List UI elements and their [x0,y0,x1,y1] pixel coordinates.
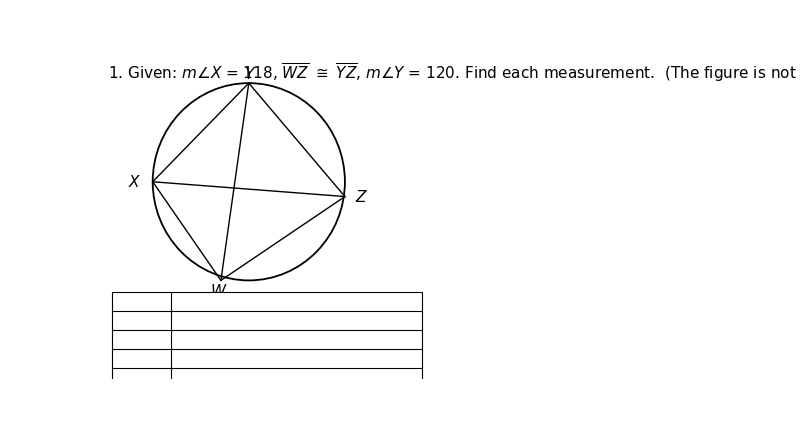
Text: $m\widehat{WX}$: $m\widehat{WX}$ [178,348,229,370]
Text: $m\angle\,Z$: $m\angle\,Z$ [178,294,222,310]
Text: $m\widehat{WZ}$: $m\widehat{WZ}$ [178,310,229,332]
Text: Y: Y [244,66,254,81]
Text: a.: a. [115,294,131,309]
Text: b.: b. [115,313,131,328]
Bar [112,292,422,387]
Text: c.: c. [115,332,130,347]
Text: d.: d. [115,351,131,366]
Text: W: W [210,284,226,299]
Text: Z: Z [355,190,366,204]
Text: $m\angle\,W$: $m\angle\,W$ [178,332,227,348]
Text: 1. Given: $m\angle X$ = 118, $\overline{WZ}$ $\cong$ $\overline{YZ}$, $m\angle Y: 1. Given: $m\angle X$ = 118, $\overline{… [108,61,800,83]
Text: X: X [129,175,139,190]
